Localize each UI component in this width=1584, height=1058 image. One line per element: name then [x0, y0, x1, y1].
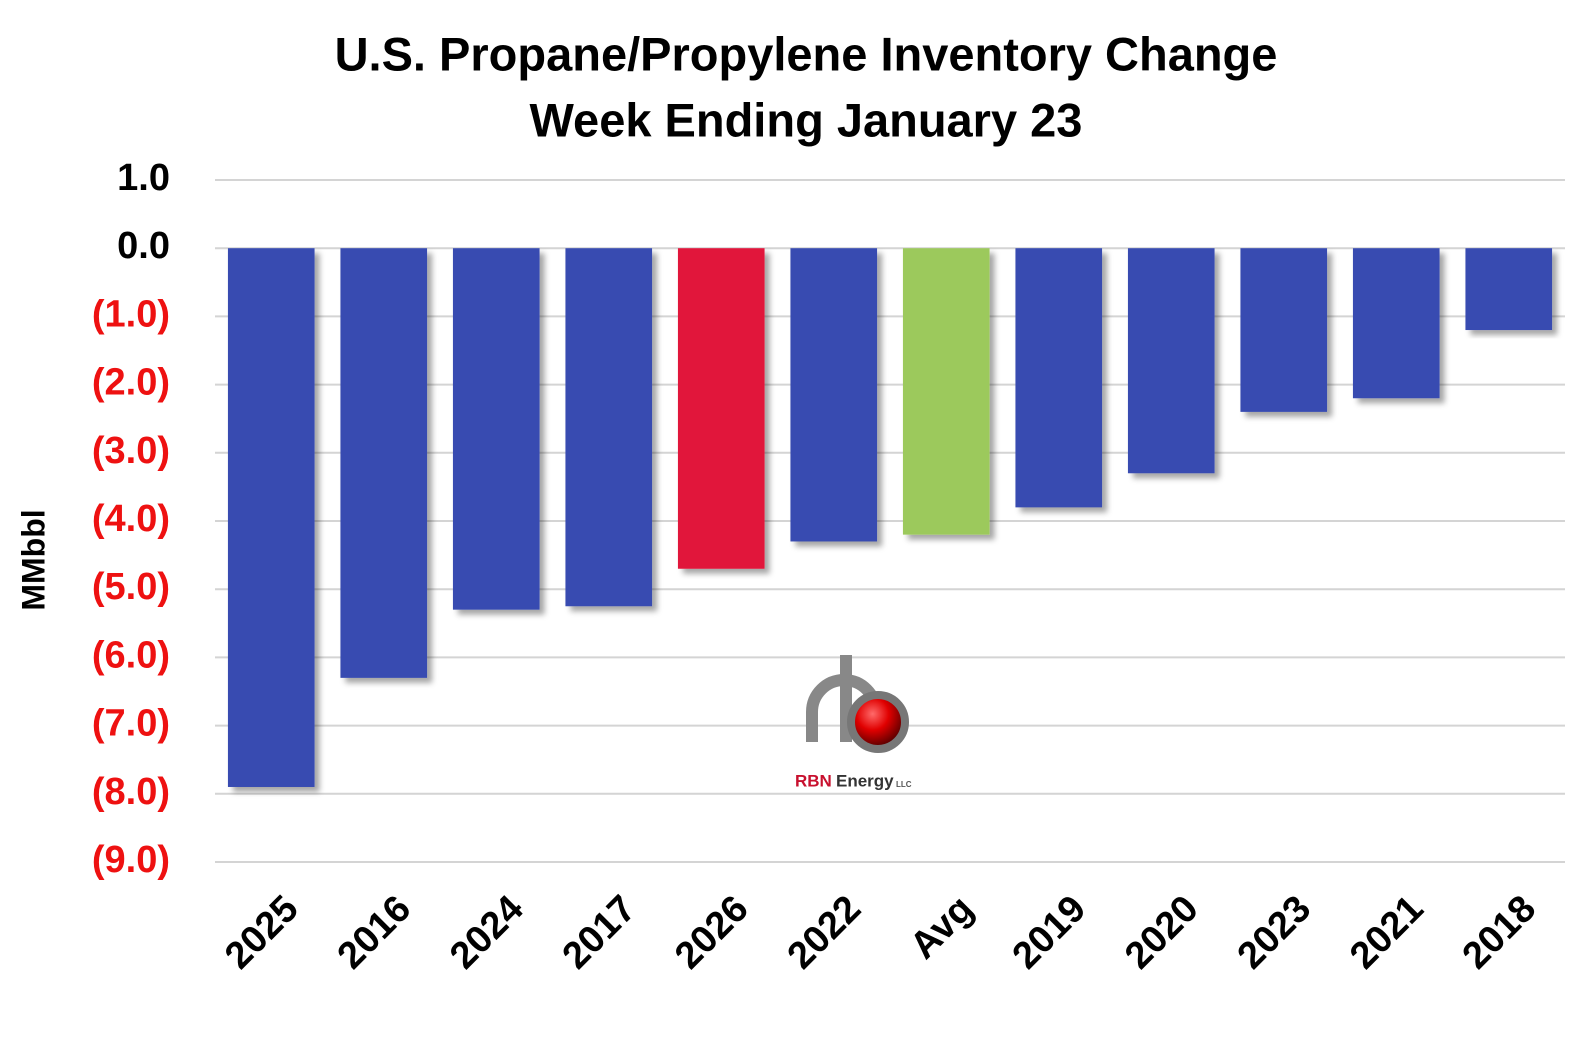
y-tick-label: 1.0: [117, 157, 170, 199]
bar: [1127, 248, 1215, 474]
y-tick-label: (6.0): [92, 634, 170, 676]
y-tick-label: (1.0): [92, 293, 170, 335]
logo-text: Energy: [836, 771, 894, 790]
x-tick-label: 2020: [1117, 888, 1206, 977]
bar: [565, 248, 653, 607]
y-tick-label: (8.0): [92, 771, 170, 813]
chart-title: U.S. Propane/Propylene Inventory Change: [335, 27, 1278, 80]
y-tick-label: (9.0): [92, 839, 170, 881]
bar: [1352, 248, 1440, 399]
y-tick-label: (2.0): [92, 362, 170, 404]
bar: [1015, 248, 1103, 508]
y-tick-label: (5.0): [92, 566, 170, 608]
x-tick-label: 2019: [1005, 888, 1094, 977]
logo-text: RBN: [795, 771, 832, 790]
bar: [790, 248, 878, 542]
bar: [340, 248, 428, 678]
bar: [1465, 248, 1553, 331]
logo: RBN Energy LLC: [795, 655, 912, 790]
x-tick-label: 2026: [667, 888, 756, 977]
bar: [677, 248, 765, 569]
x-tick-label: 2022: [780, 888, 869, 977]
x-tick-label: 2018: [1455, 888, 1544, 977]
y-axis-label: MMbbl: [15, 509, 51, 610]
bar: [227, 248, 315, 787]
x-tick-label: 2021: [1342, 888, 1431, 977]
x-tick-label: 2023: [1230, 888, 1319, 977]
x-tick-label: 2016: [330, 888, 419, 977]
y-tick-label: (4.0): [92, 498, 170, 540]
logo-text: LLC: [896, 780, 912, 789]
y-tick-label: (7.0): [92, 703, 170, 745]
bar: [452, 248, 540, 610]
x-tick-label: Avg: [902, 888, 981, 967]
x-tick-label: 2025: [217, 888, 306, 977]
x-tick-label: 2024: [442, 888, 531, 977]
x-tick-label: 2017: [555, 888, 644, 977]
y-tick-label: 0.0: [117, 225, 170, 267]
bar: [902, 248, 990, 535]
bar: [1240, 248, 1328, 412]
y-tick-label: (3.0): [92, 430, 170, 472]
chart-subtitle: Week Ending January 23: [530, 93, 1083, 146]
